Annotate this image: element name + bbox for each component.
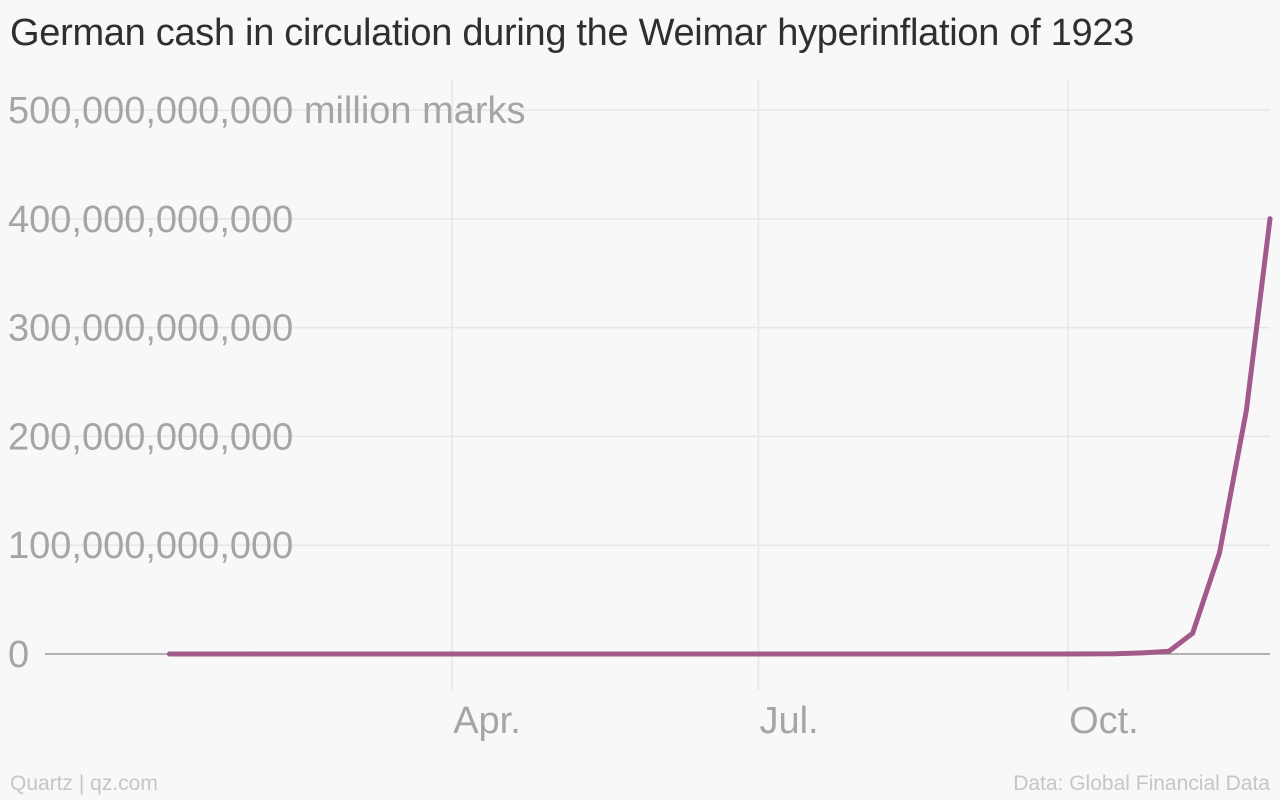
data-point xyxy=(1243,407,1249,413)
data-point xyxy=(1139,650,1145,656)
x-tick-label: Jul. xyxy=(759,700,818,742)
chart-title: German cash in circulation during the We… xyxy=(10,12,1135,54)
y-tick-label: 500,000,000,000 million marks xyxy=(8,90,526,132)
data-point xyxy=(1267,216,1273,222)
data-point xyxy=(1190,630,1196,636)
x-tick-label: Oct. xyxy=(1069,700,1139,742)
data-point xyxy=(446,651,452,657)
data-point xyxy=(1112,651,1118,657)
y-tick-label: 400,000,000,000 xyxy=(8,199,293,241)
y-tick-label: 100,000,000,000 xyxy=(8,525,293,567)
data-point xyxy=(167,651,173,657)
data-point xyxy=(1062,651,1068,657)
y-tick-label: 200,000,000,000 xyxy=(8,416,293,458)
data-point xyxy=(651,651,657,657)
source-text: Data: Global Financial Data xyxy=(1013,772,1270,795)
y-tick-label: 0 xyxy=(8,634,29,676)
x-tick-label: Apr. xyxy=(453,700,521,742)
data-point xyxy=(856,651,862,657)
data-point xyxy=(247,651,253,657)
data-point xyxy=(1217,550,1223,556)
y-tick-label: 300,000,000,000 xyxy=(8,308,293,350)
data-point xyxy=(547,651,553,657)
data-point xyxy=(961,651,967,657)
data-point xyxy=(342,651,348,657)
data-point xyxy=(752,651,758,657)
data-point xyxy=(1166,648,1172,654)
credit-text: Quartz | qz.com xyxy=(10,772,158,795)
